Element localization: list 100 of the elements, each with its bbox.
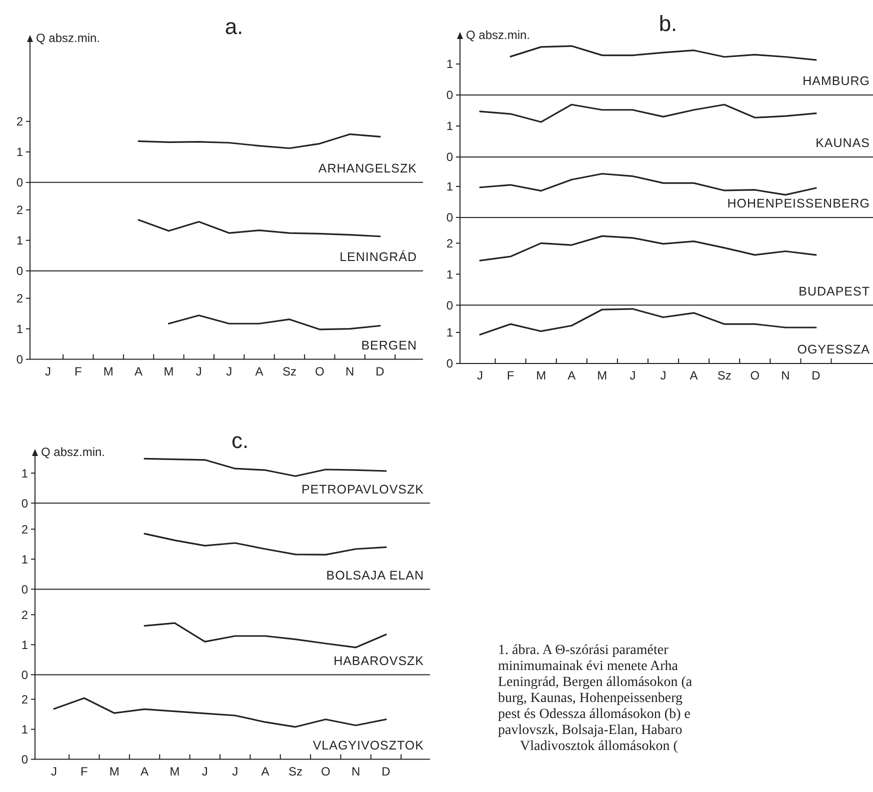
y-tick-label: 1 [21,552,28,566]
y-axis-title: Q absz.min. [36,31,100,45]
x-tick-label: A [255,364,264,378]
x-tick-label: J [51,764,57,778]
y-tick-label: 0 [21,668,28,682]
y-tick-label: 1 [16,145,24,160]
x-tick-label: A [690,368,698,382]
text: 1. ábra. A Θ-szórási paraméter [498,643,669,658]
y-tick-label: 0 [446,88,454,102]
y-tick-label: 2 [21,608,28,622]
chart-title: a. [224,14,244,39]
chart-title: b. [658,11,678,36]
y-tick-label: 1 [446,119,454,134]
y-tick-label: 0 [21,496,28,510]
x-tick-label: O [750,368,760,382]
y-tick-label: 1 [446,267,454,282]
text: burg, Kaunas, Hohenpeissenberg [498,691,683,706]
series-label: BERGEN [361,338,417,353]
y-tick-label: 0 [446,210,454,225]
x-tick-label: N [351,764,360,778]
x-tick-label: F [74,364,82,378]
line-series [144,458,387,477]
x-tick-label: D [376,364,385,378]
line-series [144,622,387,648]
y-tick-label: 2 [16,292,24,306]
text: Leningrád, Bergen állomásokon (a [498,675,693,690]
text: minimumainak évi menete Arha [498,659,679,674]
x-tick-label: A [134,364,143,378]
y-axis-title: Q absz.min. [466,28,530,42]
y-tick-label: 1 [21,466,28,480]
text: pest és Odessza állomásokon (b) e [498,707,690,722]
x-tick-label: N [345,364,354,378]
series-label: LENINGRÁD [340,250,417,264]
series-label: PETROPAVLOVSZK [301,482,424,496]
x-tick-label: M [597,368,608,382]
line-series [479,172,817,196]
series-label: VLAGYIVOSZTOK [312,738,424,753]
series-label: HAMBURG [802,74,870,88]
y-tick-label: 1 [446,326,454,340]
y-tick-label: 1 [16,322,24,336]
x-tick-label: N [781,368,790,382]
x-tick-label: M [109,764,120,778]
y-tick-label: 0 [21,582,28,596]
line-series [144,532,387,556]
x-tick-label: J [196,364,202,378]
line-series [138,133,381,150]
series-label: KAUNAS [816,136,870,150]
series-label: OGYESSZA [797,342,870,357]
chart-title: c. [231,428,249,453]
text: pavlovszk, Bolsaja-Elan, Habaro [498,723,682,738]
x-tick-label: J [477,368,483,382]
x-tick-label: D [812,368,821,382]
text: Vladivosztok állomásokon ( [520,739,678,754]
y-tick-label: 0 [16,264,24,278]
line-series [479,104,817,123]
y-tick-label: 2 [16,203,24,218]
y-axis-title: Q absz.min. [41,445,106,459]
y-tick-label: 0 [16,352,24,366]
series-label: BOLSAJA ELAN [326,568,424,583]
x-tick-label: D [382,764,391,778]
series-label: HOHENPEISSENBERG [727,196,870,211]
y-tick-label: 2 [16,114,24,129]
line-series [138,219,381,238]
y-tick-label: 1 [21,638,28,652]
y-tick-label: 2 [446,236,454,250]
line-series [53,697,387,728]
y-tick-label: 0 [446,150,454,164]
x-tick-label: A [140,764,149,778]
x-tick-label: J [630,368,636,382]
x-tick-label: Sz [717,368,732,382]
x-tick-label: M [170,764,180,778]
y-tick-label: 1 [446,180,454,194]
y-tick-label: 0 [446,298,454,312]
y-tick-label: 0 [446,356,454,371]
x-tick-label: J [660,368,666,382]
x-tick-label: J [202,764,208,778]
line-series [479,235,817,262]
x-tick-label: Sz [288,764,302,778]
y-tick-label: 0 [21,752,28,766]
x-tick-label: M [536,368,546,382]
y-tick-label: 1 [21,722,28,736]
x-tick-label: J [45,364,51,378]
text: BUDAPEST [798,284,870,298]
x-tick-label: F [80,764,88,778]
y-tick-label: 1 [446,57,454,72]
y-tick-label: 1 [16,234,24,248]
y-tick-label: 2 [21,692,28,706]
x-tick-label: F [506,368,514,382]
x-tick-label: J [232,764,238,778]
x-tick-label: Sz [282,364,296,378]
x-tick-label: A [261,764,270,778]
x-tick-label: O [314,364,324,378]
line-series [168,314,381,330]
x-tick-label: A [568,368,576,382]
x-tick-label: M [164,364,174,378]
x-tick-label: O [320,764,330,778]
line-series [510,45,817,61]
y-tick-label: 0 [16,176,24,190]
series-label: ARHANGELSZK [318,162,418,176]
y-tick-label: 2 [21,522,28,536]
